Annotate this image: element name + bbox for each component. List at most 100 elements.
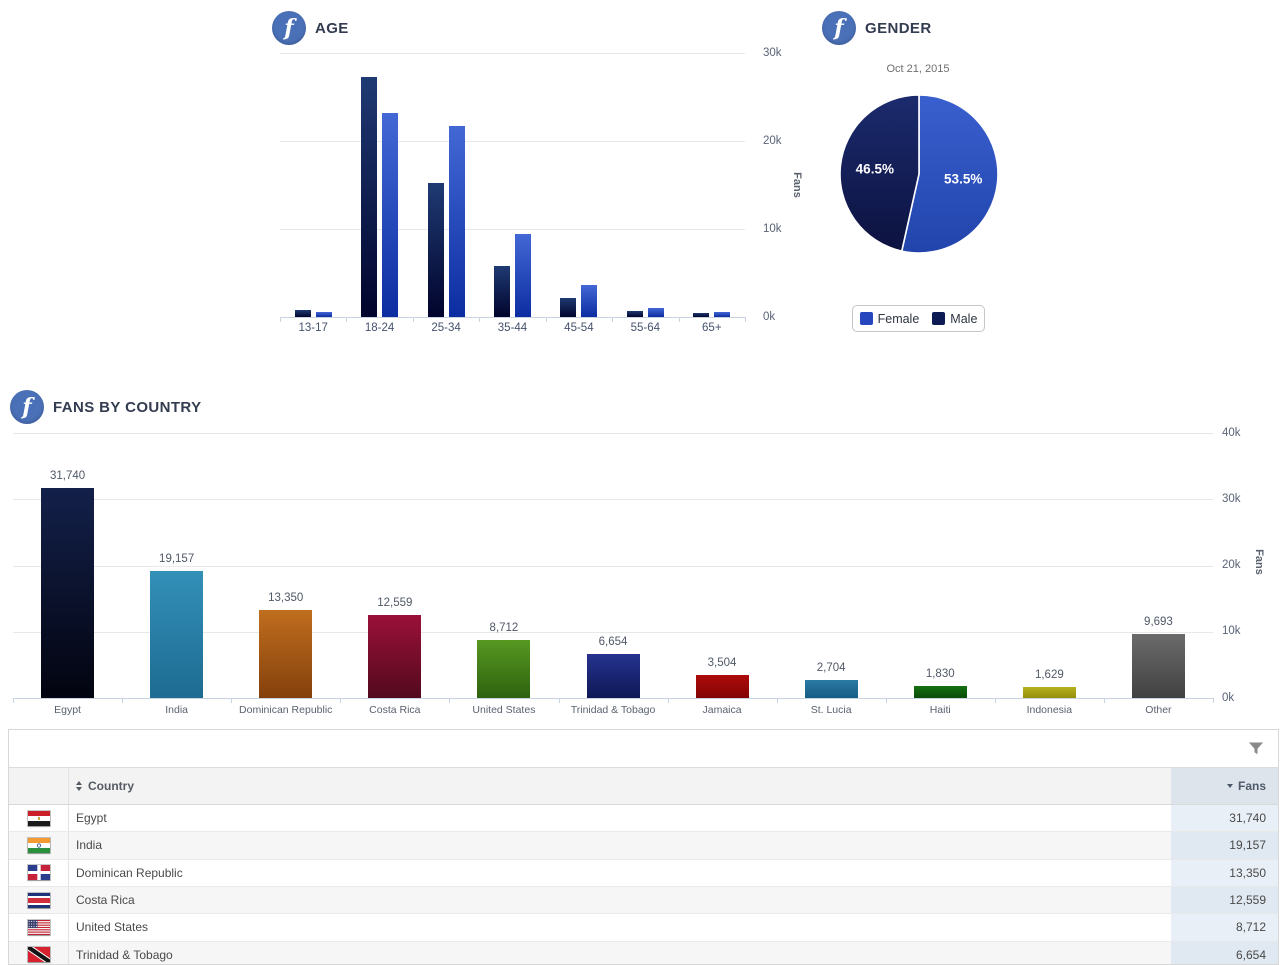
- country-y-tick-label: 20k: [1222, 559, 1241, 572]
- age-bar-female-55-64[interactable]: [647, 308, 664, 317]
- country-bar-other[interactable]: [1132, 633, 1185, 698]
- table-toolbar: [9, 730, 1278, 768]
- country-cell: Trinidad & Tobago: [76, 947, 173, 962]
- age-bar-male-35-44[interactable]: [494, 266, 510, 317]
- country-axis-tick: [776, 698, 778, 703]
- table-row-united-states: United States 8,712: [9, 914, 1278, 942]
- country-bar-value-label: 8,712: [489, 622, 519, 635]
- column-header-fans[interactable]: Fans: [1171, 768, 1278, 804]
- egypt-flag-icon: [27, 810, 50, 826]
- country-cell: Egypt: [76, 811, 107, 826]
- country-bar-haiti[interactable]: [913, 685, 967, 698]
- pie-slice-female[interactable]: [900, 94, 999, 254]
- pie-slice-male[interactable]: [839, 94, 920, 252]
- country-axis-tick: [667, 698, 669, 703]
- legend-swatch-male: [932, 312, 946, 325]
- table-header-row: Country Fans: [9, 768, 1278, 805]
- age-axis-tick: [346, 317, 348, 322]
- facebook-icon: f: [272, 11, 306, 45]
- country-bar-value-label: 12,559: [377, 596, 413, 609]
- country-axis-tick: [1213, 698, 1214, 703]
- age-bar-female-45-54[interactable]: [581, 284, 598, 317]
- age-bar-male-18-24[interactable]: [361, 77, 378, 317]
- age-bar-female-13-17[interactable]: [315, 311, 332, 317]
- trinidad-tobago-flag-icon: [25, 944, 52, 964]
- country-axis-tick: [122, 698, 124, 703]
- fans-cell: 19,157: [1171, 832, 1278, 859]
- country-axis-tick: [1103, 698, 1105, 703]
- legend-item-female[interactable]: Female: [859, 312, 919, 326]
- flag-cell: [9, 859, 69, 886]
- facebook-icon: f: [10, 390, 44, 424]
- gender-legend: Female Male: [852, 305, 985, 332]
- country-axis-tick: [994, 698, 996, 703]
- country-gridline: [13, 565, 1213, 567]
- country-bar-costa-rica[interactable]: [368, 614, 422, 698]
- country-category-label: Indonesia: [1026, 704, 1073, 716]
- gender-chart-date: Oct 21, 2015: [886, 63, 950, 75]
- pie-label-male: 46.5%: [856, 162, 894, 177]
- age-bar-female-18-24[interactable]: [382, 113, 399, 317]
- country-bar-trinidad-tobago[interactable]: [586, 654, 640, 698]
- country-category-label: St. Lucia: [810, 704, 852, 716]
- country-bar-egypt[interactable]: [41, 487, 94, 698]
- country-axis-tick: [449, 698, 451, 703]
- table-row-trinidad-tobago: Trinidad & Tobago 6,654: [9, 941, 1278, 964]
- filter-funnel-icon[interactable]: [1246, 739, 1266, 759]
- country-axis-tick: [231, 698, 233, 703]
- country-bar-value-label: 1,629: [1034, 669, 1064, 682]
- country-bar-st-lucia[interactable]: [804, 680, 858, 698]
- country-bar-india[interactable]: [150, 571, 204, 698]
- country-category-label: Dominican Republic: [239, 704, 333, 716]
- age-bar-male-55-64[interactable]: [626, 311, 643, 317]
- legend-item-male[interactable]: Male: [932, 312, 977, 326]
- legend-swatch-female: [859, 312, 873, 325]
- age-axis-tick: [412, 317, 414, 322]
- country-bar-value-label: 3,504: [707, 656, 737, 669]
- united-states-flag-icon: [27, 919, 50, 935]
- age-bar-male-13-17[interactable]: [294, 310, 311, 317]
- fans-by-country-table: Country Fans Egypt 31,740 India 19,157 Domin…: [8, 729, 1279, 965]
- age-bar-male-45-54[interactable]: [560, 297, 577, 317]
- age-axis-tick: [745, 317, 746, 322]
- country-axis-tick: [340, 698, 342, 703]
- country-axis-tick: [885, 698, 887, 703]
- gender-chart-title: GENDER: [865, 19, 932, 37]
- country-y-tick-label: 0k: [1222, 691, 1235, 704]
- age-bar-male-25-34[interactable]: [427, 182, 444, 317]
- country-category-label: Other: [1145, 704, 1172, 716]
- age-y-tick-label: 30k: [763, 46, 782, 59]
- fans-cell: 8,712: [1171, 914, 1278, 941]
- facebook-icon: f: [822, 11, 856, 45]
- country-cell: Dominican Republic: [76, 865, 183, 880]
- column-header-country[interactable]: Country: [69, 768, 1171, 804]
- age-bar-female-35-44[interactable]: [515, 234, 531, 317]
- table-row-costa-rica: Costa Rica 12,559: [9, 886, 1278, 915]
- age-bar-female-65[interactable]: [714, 311, 731, 317]
- gender-pie-chart: 53.5% 46.5%: [839, 94, 999, 254]
- gender-section-header: f GENDER: [822, 11, 932, 45]
- country-cell: United States: [76, 920, 149, 935]
- fans-cell: 6,654: [1171, 941, 1278, 964]
- country-axis-tick: [13, 698, 14, 703]
- age-axis-tick: [280, 317, 281, 322]
- country-bar-value-label: 31,740: [49, 469, 86, 482]
- country-bar-dominican-republic[interactable]: [259, 609, 313, 698]
- country-x-axis-line: [13, 698, 1213, 699]
- age-bar-male-65[interactable]: [693, 312, 710, 317]
- flag-cell: [9, 832, 69, 859]
- table-row-india: India 19,157: [9, 832, 1278, 860]
- pie-label-female: 53.5%: [944, 171, 982, 186]
- country-category-label: Haiti: [929, 704, 951, 716]
- country-chart-title: FANS BY COUNTRY: [53, 398, 202, 416]
- country-bar-jamaica[interactable]: [695, 674, 749, 698]
- country-bar-united-states[interactable]: [477, 640, 531, 698]
- country-bar-indonesia[interactable]: [1022, 687, 1076, 698]
- age-bar-female-25-34[interactable]: [448, 126, 465, 317]
- age-gridline: [280, 229, 745, 231]
- age-y-tick-label: 20k: [763, 134, 782, 147]
- age-y-tick-label: 0k: [763, 310, 776, 323]
- age-x-axis-line: [280, 317, 745, 318]
